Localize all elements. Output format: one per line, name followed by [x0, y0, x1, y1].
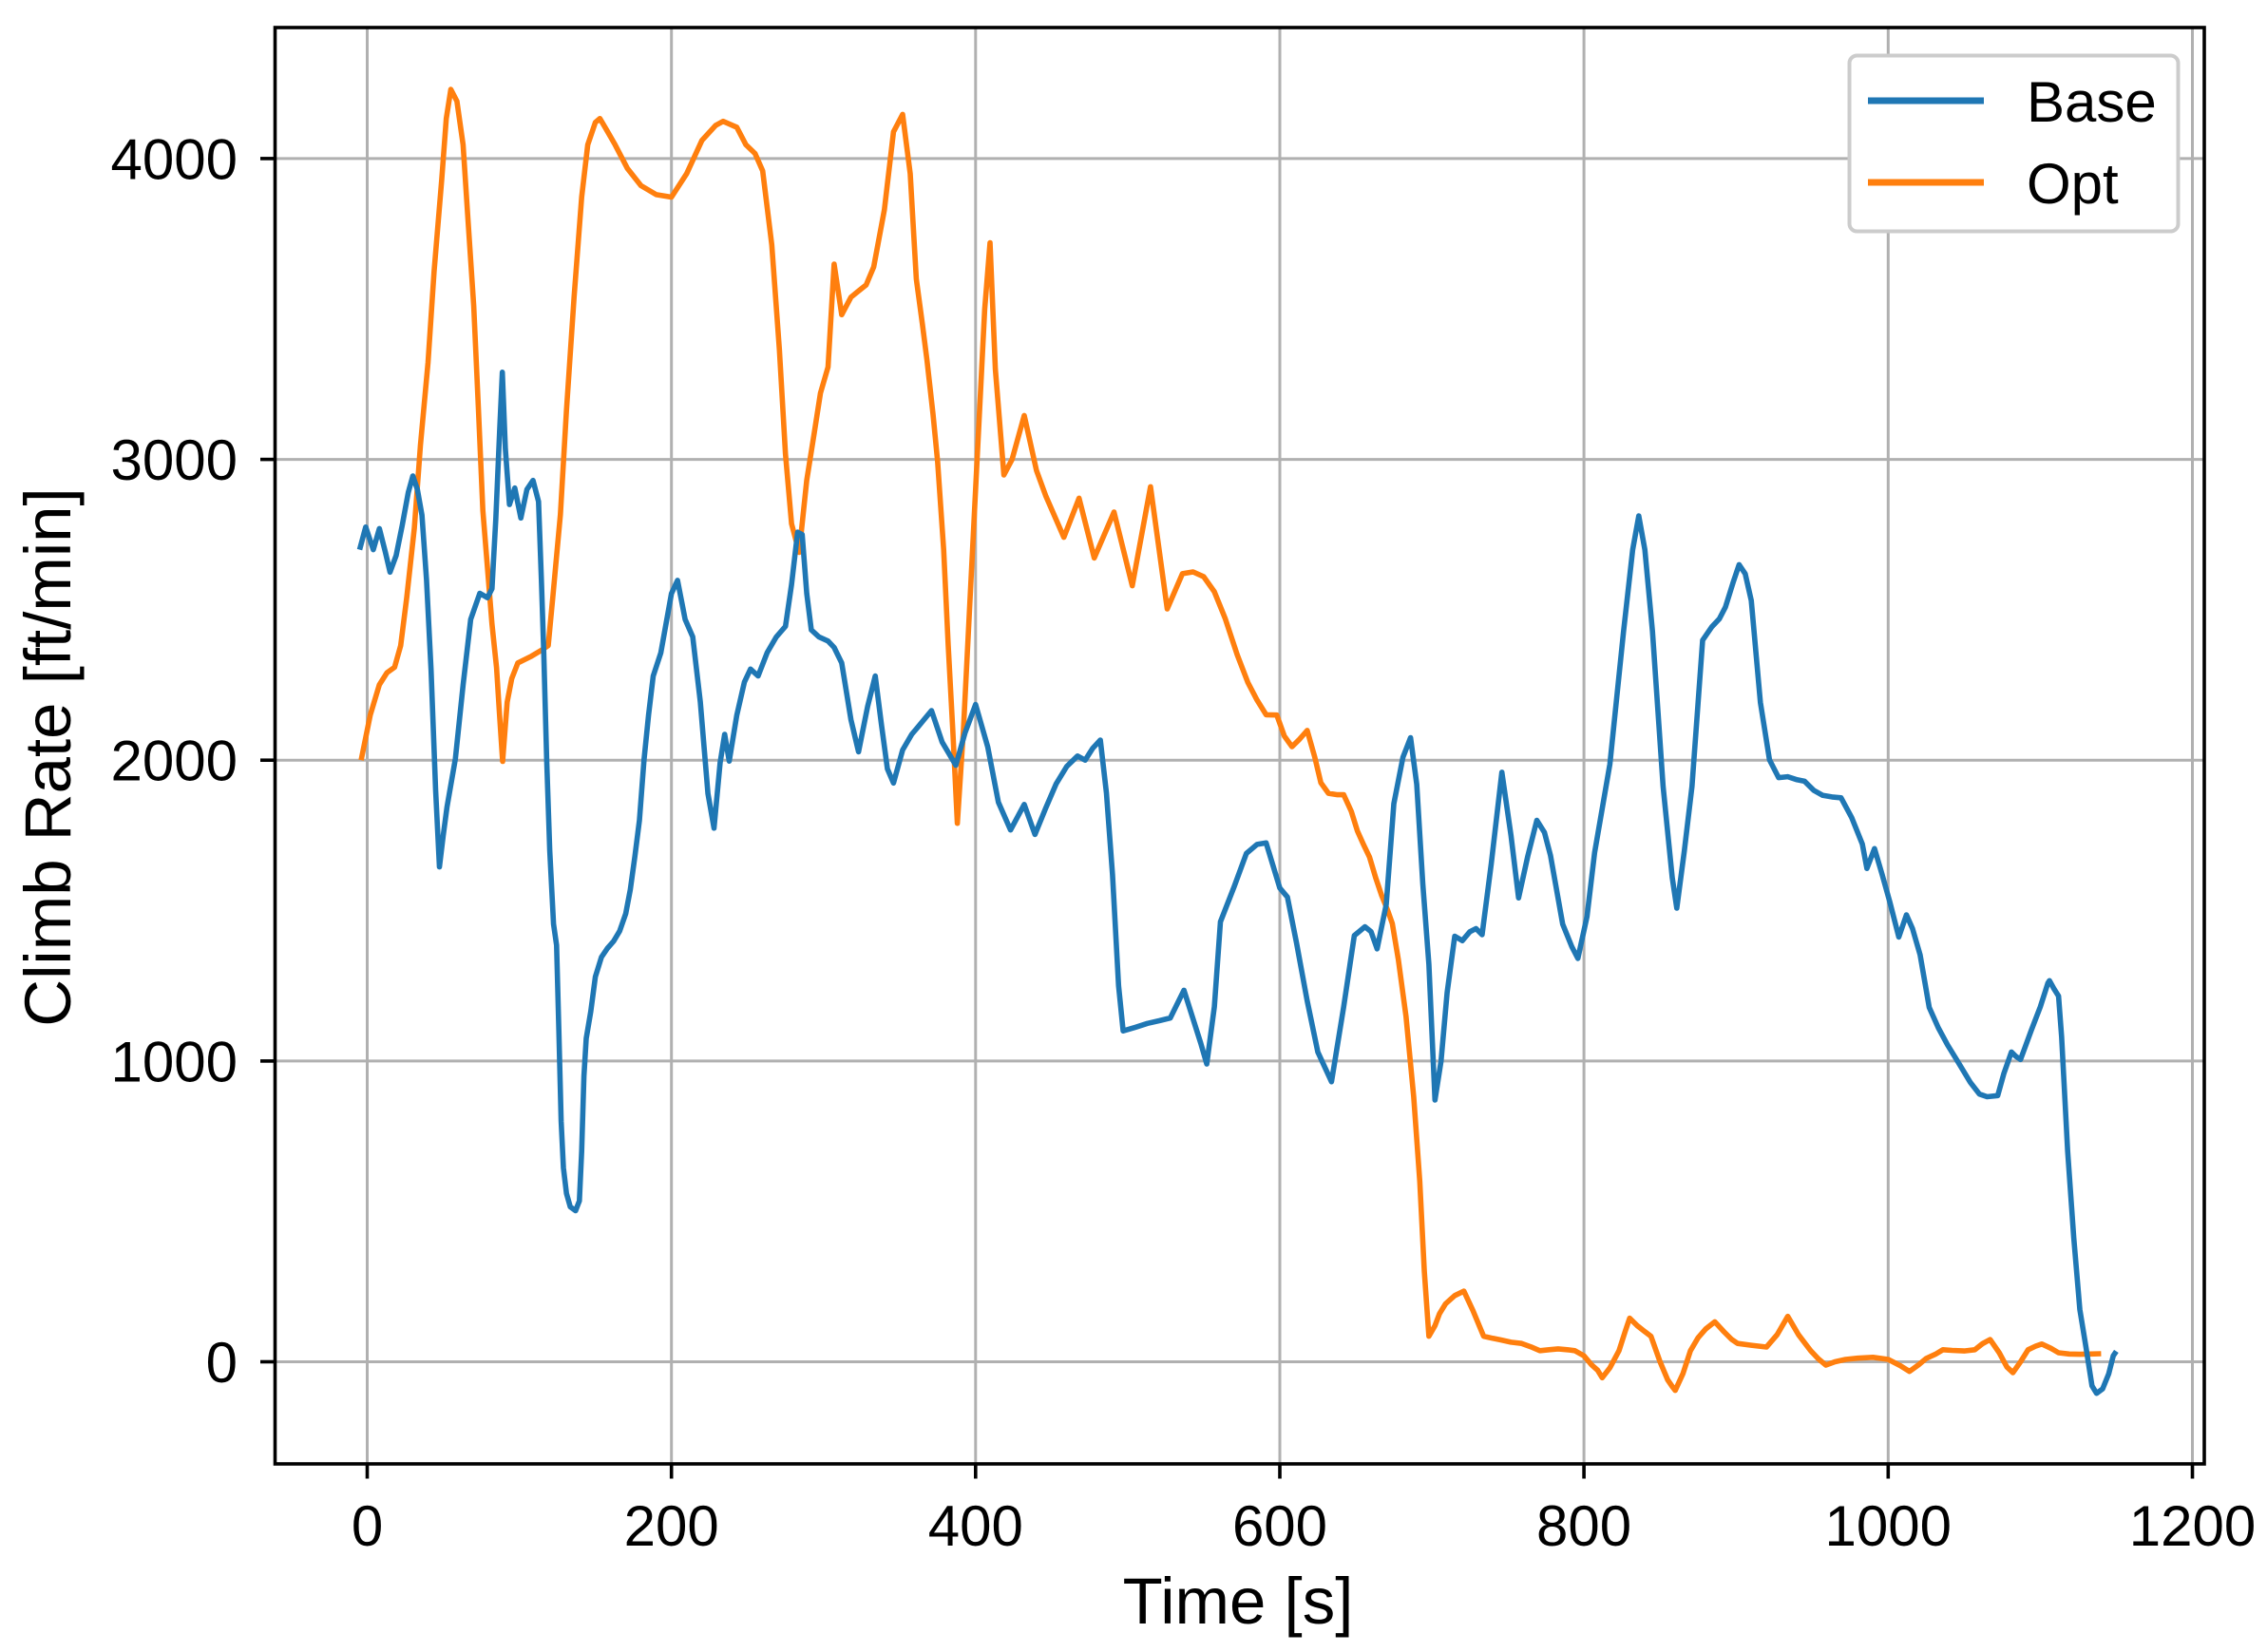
svg-text:Base: Base: [2027, 70, 2157, 134]
svg-text:4000: 4000: [111, 127, 238, 191]
svg-text:3000: 3000: [111, 428, 238, 492]
svg-text:0: 0: [352, 1494, 383, 1558]
svg-text:400: 400: [928, 1494, 1023, 1558]
svg-text:800: 800: [1536, 1494, 1631, 1558]
svg-text:1000: 1000: [111, 1030, 238, 1093]
svg-text:600: 600: [1232, 1494, 1327, 1558]
svg-text:1000: 1000: [1825, 1494, 1952, 1558]
svg-text:Time [s]: Time [s]: [1123, 1565, 1354, 1638]
svg-text:Climb Rate [ft/min]: Climb Rate [ft/min]: [11, 487, 85, 1026]
svg-text:0: 0: [206, 1331, 238, 1395]
svg-text:1200: 1200: [2129, 1494, 2256, 1558]
svg-text:200: 200: [624, 1494, 719, 1558]
svg-text:Opt: Opt: [2027, 152, 2119, 216]
svg-text:2000: 2000: [111, 730, 238, 793]
